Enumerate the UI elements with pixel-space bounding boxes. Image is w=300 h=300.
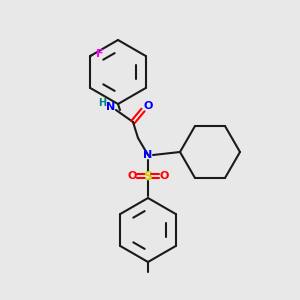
Text: O: O [127, 171, 137, 181]
Text: O: O [159, 171, 169, 181]
Text: S: S [143, 169, 152, 182]
Text: H: H [98, 98, 106, 108]
Text: N: N [106, 102, 116, 112]
Text: N: N [143, 150, 153, 160]
Text: O: O [143, 101, 153, 111]
Text: F: F [96, 49, 104, 59]
